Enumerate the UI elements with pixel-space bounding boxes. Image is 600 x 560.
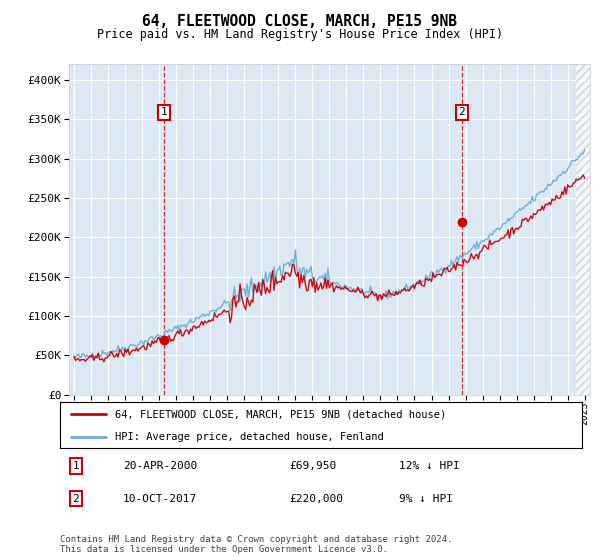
Bar bbox=[576, 64, 590, 395]
Text: HPI: Average price, detached house, Fenland: HPI: Average price, detached house, Fenl… bbox=[115, 432, 383, 441]
Text: 1: 1 bbox=[72, 461, 79, 471]
Text: 1: 1 bbox=[161, 108, 167, 117]
Text: £69,950: £69,950 bbox=[290, 461, 337, 471]
Text: 2: 2 bbox=[458, 108, 465, 117]
Text: 64, FLEETWOOD CLOSE, MARCH, PE15 9NB: 64, FLEETWOOD CLOSE, MARCH, PE15 9NB bbox=[143, 14, 458, 29]
Text: £220,000: £220,000 bbox=[290, 494, 344, 503]
Text: 10-OCT-2017: 10-OCT-2017 bbox=[122, 494, 197, 503]
Text: 64, FLEETWOOD CLOSE, MARCH, PE15 9NB (detached house): 64, FLEETWOOD CLOSE, MARCH, PE15 9NB (de… bbox=[115, 409, 446, 419]
Text: 20-APR-2000: 20-APR-2000 bbox=[122, 461, 197, 471]
Text: 12% ↓ HPI: 12% ↓ HPI bbox=[400, 461, 460, 471]
Text: 2: 2 bbox=[72, 494, 79, 503]
Text: Contains HM Land Registry data © Crown copyright and database right 2024.
This d: Contains HM Land Registry data © Crown c… bbox=[60, 535, 452, 554]
Text: Price paid vs. HM Land Registry's House Price Index (HPI): Price paid vs. HM Land Registry's House … bbox=[97, 28, 503, 41]
Text: 9% ↓ HPI: 9% ↓ HPI bbox=[400, 494, 454, 503]
